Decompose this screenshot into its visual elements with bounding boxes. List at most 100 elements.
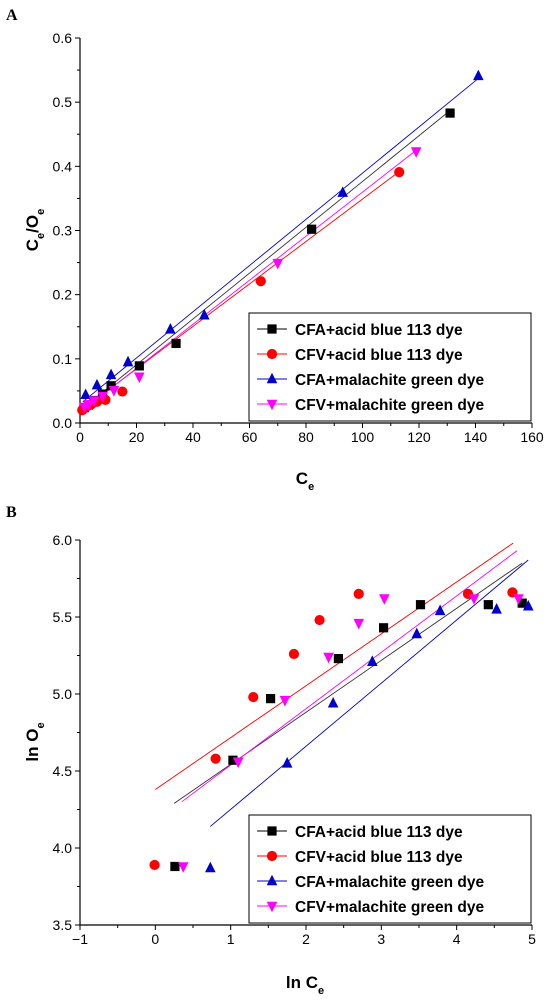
data-point-series-4	[97, 391, 108, 403]
data-point-series-4	[177, 862, 189, 873]
data-point-series-3	[434, 604, 446, 616]
panel-b-legend: CFA+acid blue 113 dye CFV+acid blue 113 d…	[248, 814, 532, 924]
panel-b-data-points	[149, 587, 534, 873]
y-tick-label: 0.5	[53, 94, 73, 110]
data-point-series-4	[468, 594, 480, 605]
data-point-series-4	[88, 396, 100, 407]
data-point-series-3	[80, 388, 91, 400]
legend-entry-label: CFA+acid blue 113 dye	[295, 322, 463, 339]
y-tick-label: 0.6	[53, 30, 73, 46]
panel-b: B −1 0 1 2 3 4 5 3.5 4.0 4.5 5.0 5.5 6.0 CFA+acid bl…	[6, 504, 536, 997]
y-tick-label: 0.4	[53, 158, 73, 174]
x-tick-label: 20	[129, 429, 145, 445]
fit-line-series-1	[173, 562, 523, 804]
y-tick-label: 4.5	[53, 763, 73, 779]
data-point-series-4	[513, 594, 524, 605]
legend-entry-label: CFA+malachite green dye	[295, 874, 484, 891]
x-tick-label: 100	[351, 429, 375, 445]
data-point-series-1	[333, 653, 343, 664]
data-point-series-1	[228, 755, 238, 765]
panel-a-label: A	[6, 7, 18, 24]
x-tick-label: 140	[464, 429, 488, 445]
x-tick-label: −1	[72, 931, 88, 947]
data-point-series-3	[337, 186, 349, 197]
fit-line-series-1	[82, 110, 451, 409]
x-tick-label: 5	[528, 931, 536, 947]
legend-marker	[267, 826, 277, 836]
data-point-series-4	[379, 594, 390, 605]
fit-line-series-3	[82, 78, 479, 403]
data-point-series-2	[149, 859, 160, 871]
data-point-series-1	[170, 861, 180, 872]
panel-b-axes: −1 0 1 2 3 4 5 3.5 4.0 4.5 5.0 5.5 6.0	[53, 532, 537, 947]
x-tick-label: 160	[520, 429, 544, 445]
data-point-series-1	[265, 694, 276, 704]
data-point-series-1	[378, 623, 389, 633]
fit-line-series-3	[210, 559, 529, 827]
y-tick-label: 0.2	[53, 287, 73, 303]
data-point-series-3	[473, 69, 484, 81]
x-tick-label: 0	[151, 931, 159, 947]
x-tick-label: 2	[302, 931, 310, 947]
data-point-series-3	[522, 599, 534, 611]
legend-marker	[266, 372, 278, 384]
data-point-series-4	[353, 618, 365, 630]
data-point-series-1	[445, 108, 455, 118]
data-point-series-4	[83, 400, 94, 411]
legend-marker	[266, 874, 278, 886]
data-point-series-1	[171, 338, 181, 349]
panel-b-x-axis-label: ln Ce	[286, 973, 324, 997]
data-point-series-3	[165, 323, 176, 334]
panel-b-label: B	[6, 504, 17, 521]
data-point-series-2	[314, 614, 325, 626]
data-point-series-1	[134, 361, 144, 371]
x-tick-label: 60	[242, 429, 258, 445]
panel-a-axes: 0 20 40 60 80 100 120 140 160 0.0 0.1 0.2 0.3 0.4 0.5 0…	[53, 30, 544, 445]
data-point-series-4	[232, 757, 244, 769]
data-point-series-2	[288, 648, 300, 660]
y-tick-label: 5.5	[53, 609, 73, 625]
data-point-series-3	[122, 355, 134, 367]
legend-entry-label: CFA+acid blue 113 dye	[295, 824, 463, 841]
data-point-series-2	[210, 753, 221, 764]
y-tick-label: 0.1	[53, 351, 73, 367]
data-point-series-3	[327, 696, 339, 708]
y-tick-label: 6.0	[53, 532, 73, 548]
legend-entry-label: CFV+malachite green dye	[295, 397, 484, 414]
data-point-series-2	[394, 167, 405, 178]
legend-frame	[248, 814, 532, 924]
legend-entry-label: CFV+malachite green dye	[295, 899, 484, 916]
panel-a: A 0 20 40 60 80 100 120 140 160 0.0 0.1 0.2 0.3 0.4 0.…	[6, 7, 544, 493]
legend-marker	[266, 850, 278, 862]
data-point-series-3	[367, 655, 378, 666]
data-point-series-4	[323, 652, 334, 664]
data-point-series-3	[105, 368, 117, 380]
legend-marker	[266, 901, 278, 913]
x-tick-label: 80	[298, 429, 314, 445]
data-point-series-3	[91, 378, 103, 390]
fit-line-series-2	[155, 542, 514, 790]
x-tick-label: 120	[407, 429, 431, 445]
data-point-series-3	[281, 757, 293, 768]
data-point-series-1	[483, 600, 493, 610]
data-point-series-1	[307, 224, 317, 234]
y-tick-label: 0.0	[53, 415, 73, 431]
data-point-series-4	[108, 385, 120, 397]
legend-marker	[267, 324, 277, 334]
data-point-series-4	[134, 372, 145, 384]
panel-a-x-axis-label: Ce	[296, 469, 314, 493]
x-tick-label: 1	[227, 931, 235, 947]
y-tick-label: 4.0	[53, 840, 73, 856]
data-point-series-4	[272, 258, 284, 270]
legend-entry-label: CFA+malachite green dye	[295, 372, 484, 389]
data-point-series-1	[517, 598, 527, 608]
legend-marker	[266, 348, 278, 360]
x-tick-label: 0	[76, 429, 84, 445]
data-point-series-2	[248, 691, 259, 703]
legend-entry-label: CFV+acid blue 113 dye	[295, 849, 463, 866]
x-tick-label: 3	[377, 931, 385, 947]
legend-frame	[248, 312, 532, 422]
y-tick-label: 0.3	[53, 223, 73, 239]
data-point-series-3	[491, 603, 502, 614]
